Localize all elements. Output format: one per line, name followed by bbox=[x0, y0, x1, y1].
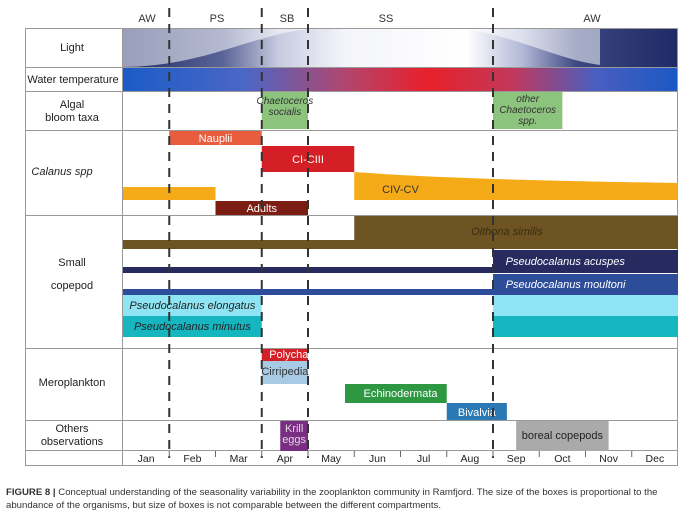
box-other-chaetoceros bbox=[493, 92, 563, 129]
season-label-ps: PS bbox=[210, 13, 225, 25]
box-label-chaetoceros-socialis: Chaetoceros socialis bbox=[257, 96, 314, 118]
row-label-meroplankton: Meroplankton bbox=[39, 377, 106, 389]
row-label-others: Others observations bbox=[41, 423, 104, 448]
month-label-may: May bbox=[321, 453, 342, 465]
row-label-algal-bloom-taxa: Algal bloom taxa bbox=[45, 99, 100, 124]
row-label-light: Light bbox=[60, 42, 84, 54]
box-label-boreal-copepods: boreal copepods bbox=[522, 430, 604, 442]
box-label-cirripedia: Cirripedia bbox=[261, 366, 309, 378]
month-label-jun: Jun bbox=[369, 453, 386, 465]
month-label-jul: Jul bbox=[417, 453, 430, 465]
box-label-p-minutus: Pseudocalanus minutus bbox=[134, 321, 251, 333]
box-chaetoceros-socialis bbox=[261, 92, 308, 129]
box-oithona bbox=[123, 216, 678, 249]
month-label-jan: Jan bbox=[138, 453, 155, 465]
box-label-nauplii: Nauplii bbox=[199, 133, 233, 145]
season-label-aw-late: AW bbox=[583, 13, 601, 25]
season-labels: AW PS SB SS AW bbox=[138, 13, 601, 25]
box-label-krill-eggs: Krill eggs bbox=[282, 423, 306, 446]
season-label-aw-early: AW bbox=[138, 13, 156, 25]
box-p-minutus bbox=[123, 316, 678, 337]
row-label-small-copepod: Small copepod bbox=[51, 257, 93, 292]
row-labels: Light Water temperature Algal bloom taxa … bbox=[27, 42, 118, 448]
water-temperature-band bbox=[123, 68, 678, 91]
box-label-bivalvia: Bivalvia bbox=[458, 407, 497, 419]
box-echinodermata bbox=[345, 384, 447, 403]
taxa-boxes: Chaetoceros socialis other Chaetoceros spp. N… bbox=[123, 92, 678, 451]
row-label-water-temperature: Water temperature bbox=[27, 74, 118, 86]
month-label-apr: Apr bbox=[277, 453, 294, 465]
box-label-oithona: Oithona similis bbox=[471, 226, 543, 238]
month-label-mar: Mar bbox=[230, 453, 249, 465]
month-label-feb: Feb bbox=[183, 453, 201, 465]
box-p-moultoni bbox=[123, 274, 678, 295]
box-boreal-copepods bbox=[516, 421, 609, 451]
box-p-elongatus bbox=[123, 295, 678, 316]
box-label-civ-cv: CIV-CV bbox=[382, 184, 419, 196]
row-label-calanus: Calanus spp bbox=[31, 166, 92, 178]
box-label-polychaeta: Polychaeta bbox=[269, 349, 324, 361]
box-label-p-acuspes: Pseudocalanus acuspes bbox=[506, 256, 626, 268]
box-cirripedia bbox=[261, 361, 308, 384]
month-axis: Jan Feb Mar Apr May Jun Jul Aug Sep Oct Nov Dec bbox=[138, 451, 665, 465]
season-label-ss: SS bbox=[379, 13, 394, 25]
box-label-other-chaetoceros: other Chaetoceros spp. bbox=[499, 94, 556, 127]
month-label-nov: Nov bbox=[599, 453, 618, 465]
month-label-aug: Aug bbox=[461, 453, 480, 465]
season-label-sb: SB bbox=[280, 13, 295, 25]
seasonality-diagram: AW PS SB SS AW Chaetoceros socialis other C… bbox=[25, 8, 678, 466]
month-label-dec: Dec bbox=[646, 453, 665, 465]
box-label-echinodermata: Echinodermata bbox=[364, 388, 439, 400]
caption-label: FIGURE 8 | bbox=[6, 487, 56, 498]
month-label-oct: Oct bbox=[554, 453, 570, 465]
box-krill-eggs bbox=[280, 421, 308, 451]
season-boundaries bbox=[168, 8, 494, 458]
caption-text: Conceptual understanding of the seasonal… bbox=[6, 487, 658, 511]
month-label-sep: Sep bbox=[507, 453, 526, 465]
box-calanus-early bbox=[123, 187, 216, 200]
box-label-p-elongatus: Pseudocalanus elongatus bbox=[129, 300, 255, 312]
box-polychaeta bbox=[261, 349, 308, 361]
box-label-p-moultoni: Pseudocalanus moultoni bbox=[506, 279, 626, 291]
box-civ-cv bbox=[354, 172, 678, 200]
light-band bbox=[123, 25, 678, 67]
box-nauplii bbox=[169, 131, 262, 145]
figure-caption: FIGURE 8 | Conceptual understanding of t… bbox=[6, 487, 684, 512]
box-bivalvia bbox=[446, 403, 507, 420]
